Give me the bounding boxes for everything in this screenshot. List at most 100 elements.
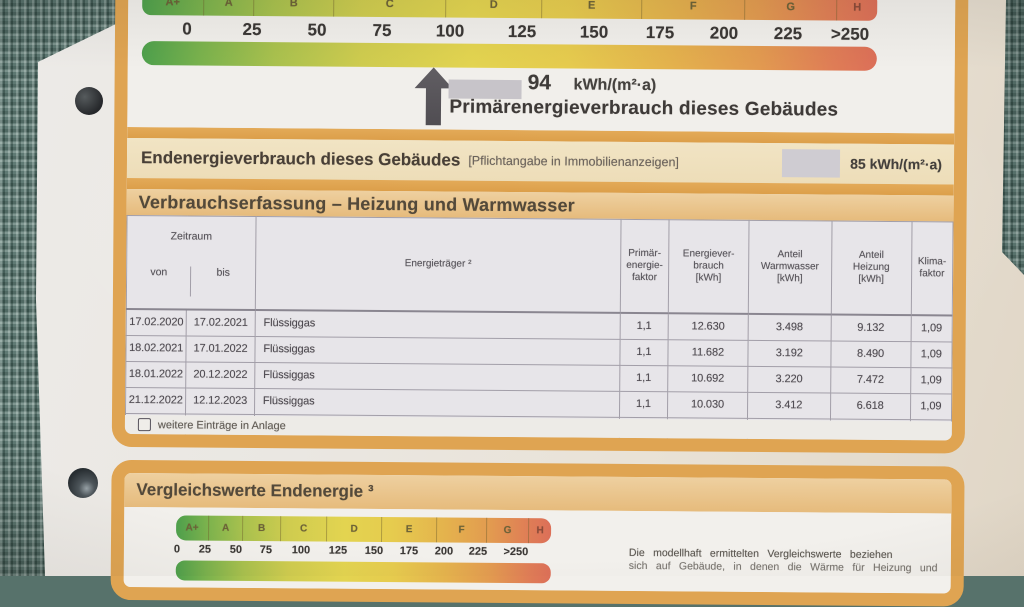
energy-class-g: G [486,517,530,544]
energy-gradient-bar [141,41,877,71]
cell-heizung: 6.618 [830,392,911,420]
cell-empty [619,439,668,454]
energy-class-h: H [853,1,862,14]
cell-klima: 1,09 [910,314,953,342]
punch-hole [68,468,98,498]
cell-empty [185,435,255,454]
cell-pef: 1,1 [619,339,668,366]
cell-heizung: 7.472 [830,366,911,394]
tick-0: 0 [182,19,192,39]
consumption-section-title: Verbrauchserfassung – Heizung und Warmwa… [138,191,575,215]
cell-empty [125,435,186,454]
cell-verbrauch: 12.630 [667,312,749,341]
tick-200: 200 [434,545,454,558]
cell-energietraeger: Flüssiggas [254,336,621,366]
checkbox-label: weitere Einträge in Anlage [157,418,286,432]
header-energieverbrauch: Energiever- brauch [kWh] [668,219,749,314]
header-primaerenergiefaktor: Primär- energie- faktor [620,219,669,313]
comparison-title: Vergleichswerte Endenergie ³ [136,480,374,501]
energy-class-f: F [642,0,746,20]
comparison-panel: Vergleichswerte Endenergie ³ A+ A B C D … [110,459,965,607]
tick-25: 25 [198,543,212,556]
energy-class-b: B [254,0,335,17]
cell-klima: 1,09 [910,341,953,368]
cell-bis: 17.02.2021 [186,309,256,337]
table-header-row: Zeitraum von bis Energieträger ² Primär-… [126,215,954,316]
end-energy-row: Endenergieverbrauch dieses Gebäudes [Pfl… [126,137,955,185]
primary-energy-value: 94 [527,71,552,95]
tick-175: 175 [399,545,419,558]
cell-energietraeger: Flüssiggas [254,388,620,418]
energy-class-h: H [536,525,544,537]
cell-empty [909,441,952,454]
tick-75: 75 [372,20,392,41]
comparison-class-band: A+ A B C D E F G H [176,515,552,544]
energy-class-e: E [542,0,643,20]
cell-von: 17.02.2020 [126,308,187,336]
tick-200: 200 [709,23,739,43]
tick-250plus: >250 [503,545,529,559]
energy-class-a: A [204,0,255,16]
cell-bis: 17.01.2022 [186,335,255,363]
cell-empty [829,440,910,454]
energy-class-a-plus: A+ [142,0,205,16]
cell-klima: 1,09 [910,393,952,420]
zeitraum-label: Zeitraum [170,230,213,243]
energy-consumption-panel: A+ A B C D E F G H 0 25 50 75 100 125 15… [111,0,969,454]
cell-empty [666,439,748,454]
cell-energietraeger: Flüssiggas [254,309,621,340]
header-anteil-heizung: Anteil Heizung [kWh] [830,221,912,315]
comparison-gradient-bar [175,560,551,584]
primary-energy-unit: kWh/(m²·a) [573,76,657,95]
energy-class-b: B [243,515,282,542]
end-energy-label: Endenergieverbrauch dieses Gebäudes [140,148,461,170]
comparison-note-line1: Die modellhaft ermittelten Vergleichswer… [628,546,893,561]
primary-energy-caption: Primärenergieverbrauch dieses Gebäudes [449,96,839,121]
cell-pef: 1,1 [620,312,669,340]
header-bis: bis [190,266,256,297]
consumption-table-section: Zeitraum von bis Energieträger ² Primär-… [124,214,954,454]
comparison-note: Die modellhaft ermittelten Vergleichswer… [629,547,964,576]
cell-bis: 12.12.2023 [185,387,255,415]
cell-verbrauch: 10.692 [667,365,748,393]
energy-class-band: A+ A B C D E F G H [142,0,878,21]
tick-50: 50 [229,543,243,556]
tick-150: 150 [364,544,384,557]
von-bis-subheaders: von bis [127,266,256,297]
end-energy-value: 85 kWh/(m²·a) [850,155,943,173]
cell-pef: 1,1 [619,391,668,418]
header-von: von [150,266,168,279]
cell-warmwasser: 3.498 [748,313,831,341]
tick-175: 175 [645,23,675,43]
header-zeitraum: Zeitraum von bis [126,215,256,310]
tick-50: 50 [307,20,327,40]
energy-class-a: A [209,515,244,541]
header-klimafaktor: Klima- faktor [910,221,954,316]
energy-class-d: D [327,516,383,542]
tick-225: 225 [468,545,488,558]
tick-100: 100 [435,21,465,41]
cell-warmwasser: 3.412 [747,392,831,419]
tick-150: 150 [579,22,609,42]
cell-warmwasser: 3.220 [747,366,831,393]
energy-class-f: F [436,517,488,543]
energy-class-c: C [334,0,447,18]
comparison-note-line2: sich auf Gebäude, in denen die Wärme für… [628,559,938,575]
tick-125: 125 [328,544,348,557]
cell-heizung: 9.132 [830,314,911,342]
cell-verbrauch: 11.682 [667,339,749,367]
cell-verbrauch: 10.030 [667,391,748,419]
cell-empty [747,440,830,454]
certificate-content: A+ A B C D E F G H 0 25 50 75 100 125 15… [110,0,969,607]
spacer [679,162,782,163]
cell-bis: 20.12.2022 [186,361,255,389]
energy-class-g: G [745,0,838,21]
punch-hole [75,87,103,115]
tick-250plus: >250 [830,24,870,44]
energy-class-e: E [382,516,438,543]
energy-class-a-plus: A+ [176,515,210,541]
cell-warmwasser: 3.192 [747,340,831,367]
header-energietraeger: Energieträger ² [255,216,621,313]
cell-heizung: 8.490 [830,340,911,368]
cell-energietraeger: Flüssiggas [254,362,620,392]
